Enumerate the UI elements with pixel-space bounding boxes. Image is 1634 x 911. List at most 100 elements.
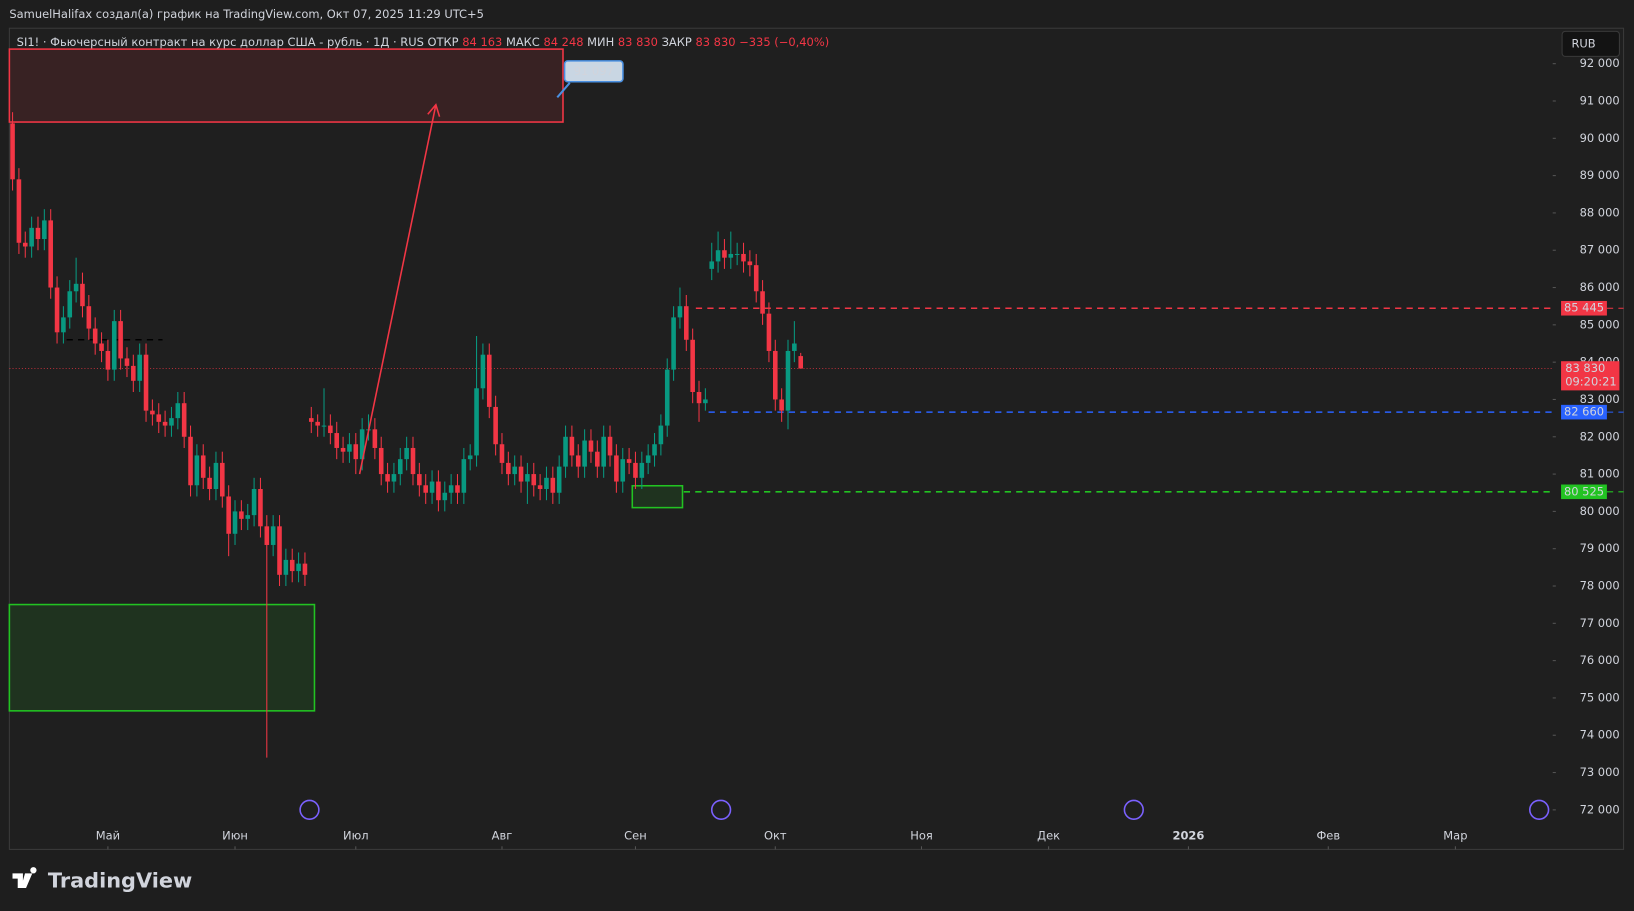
candle-body: [321, 425, 327, 427]
candle-body: [181, 403, 187, 437]
candle-body: [467, 455, 473, 460]
candle-body: [582, 440, 587, 467]
last-price-label: 83 830: [1565, 361, 1605, 375]
candle-body: [359, 429, 365, 460]
x-tick-label: Окт: [764, 828, 787, 842]
candle-body: [80, 283, 85, 307]
candle-body: [150, 410, 155, 415]
x-tick-label: Май: [96, 828, 120, 842]
y-tick-label: 83 000: [1580, 392, 1620, 406]
candle-body: [296, 563, 301, 572]
candle-body: [525, 474, 530, 482]
candle-body: [436, 481, 441, 501]
candle-body: [48, 220, 53, 288]
candle-body: [461, 459, 467, 493]
ohlc-label: ОТКР: [428, 34, 459, 48]
candle-body: [601, 436, 606, 467]
candle-body: [696, 392, 702, 404]
legend: SI1! · Фьючерсный контракт на курс долла…: [17, 34, 830, 48]
candle-body: [264, 526, 270, 545]
candle-body: [35, 227, 41, 240]
candle-body: [703, 399, 708, 404]
y-tick-label: 87 000: [1580, 243, 1620, 257]
candle-body: [169, 418, 174, 426]
candle-body: [200, 455, 206, 478]
candle-body: [506, 462, 511, 475]
candle-body: [61, 317, 66, 333]
candle-body: [499, 444, 505, 463]
candle-body: [397, 459, 403, 475]
candle-body: [315, 421, 320, 426]
y-tick-label: 78 000: [1580, 579, 1620, 593]
level-label: 85 445: [1564, 301, 1604, 315]
candle-body: [442, 492, 448, 501]
candle-body: [162, 421, 168, 426]
y-tick-label: 89 000: [1580, 168, 1620, 182]
arrow: [358, 104, 437, 475]
candle-body: [429, 481, 435, 493]
candle-body: [709, 261, 715, 269]
candle-body: [417, 474, 422, 486]
candle-body: [772, 350, 778, 400]
change: −335 (−0,40%): [739, 34, 829, 48]
level-tag: [1561, 484, 1607, 500]
y-tick-label: 82 000: [1580, 429, 1620, 443]
level-label: 82 660: [1564, 405, 1604, 419]
currency[interactable]: RUB: [1571, 36, 1595, 50]
ohlc-value: 83 830: [618, 34, 658, 48]
y-tick-label: 85 000: [1580, 317, 1620, 331]
ohlc-value: 84 163: [462, 34, 502, 48]
level-tag: [1561, 404, 1607, 420]
candle-body: [226, 496, 231, 534]
candle-body: [595, 451, 600, 467]
candle-body: [220, 462, 225, 497]
y-tick-label: 88 000: [1580, 205, 1620, 219]
candle-body: [423, 485, 428, 493]
candle-body: [175, 403, 181, 419]
candle-body: [569, 436, 575, 456]
last-price-tag: [1561, 361, 1620, 391]
candle-body: [194, 455, 200, 486]
legend-text: SI1! · Фьючерсный контракт на курс долла…: [17, 34, 830, 48]
candle-body: [639, 462, 645, 478]
candle-body: [671, 317, 676, 370]
candle-body: [760, 291, 765, 314]
countdown: 09:20:21: [1565, 375, 1616, 389]
callout-label: 91 097: [574, 64, 614, 78]
x-tick-label: 2026: [1172, 828, 1204, 842]
y-tick-label: 79 000: [1580, 541, 1620, 555]
candle-body: [550, 477, 556, 493]
candle-body: [156, 414, 162, 422]
candle-body: [722, 250, 727, 258]
x-tick-label: Сен: [624, 828, 647, 842]
candle-body: [664, 369, 670, 426]
candle-body: [309, 418, 314, 422]
candle-body: [289, 559, 295, 572]
caption: SamuelHalifax создал(а) график на Tradin…: [9, 7, 484, 21]
candle-body: [645, 455, 651, 463]
ohlc-value: 84 248: [543, 34, 583, 48]
candle-body: [512, 466, 517, 475]
candle-body: [556, 466, 562, 493]
ohlc-label: МАКС: [506, 34, 540, 48]
candle-body: [283, 559, 289, 575]
candle-body: [29, 227, 34, 247]
candle-body: [334, 433, 340, 448]
currency-button[interactable]: [1561, 30, 1620, 57]
candle-body: [410, 447, 416, 475]
candle-body: [753, 265, 759, 292]
candle-body: [111, 321, 117, 370]
candle-body: [207, 477, 212, 490]
candle-body: [741, 253, 746, 262]
candle-body: [105, 350, 111, 370]
candle-body: [99, 343, 104, 351]
candle-body: [328, 425, 333, 434]
candle-body: [232, 511, 238, 534]
callout-box: [563, 60, 624, 83]
candle-body: [677, 306, 683, 318]
candle-body: [633, 462, 638, 478]
candle-body: [213, 462, 219, 490]
candle-body: [270, 526, 276, 545]
y-tick-label: 72 000: [1580, 802, 1620, 816]
